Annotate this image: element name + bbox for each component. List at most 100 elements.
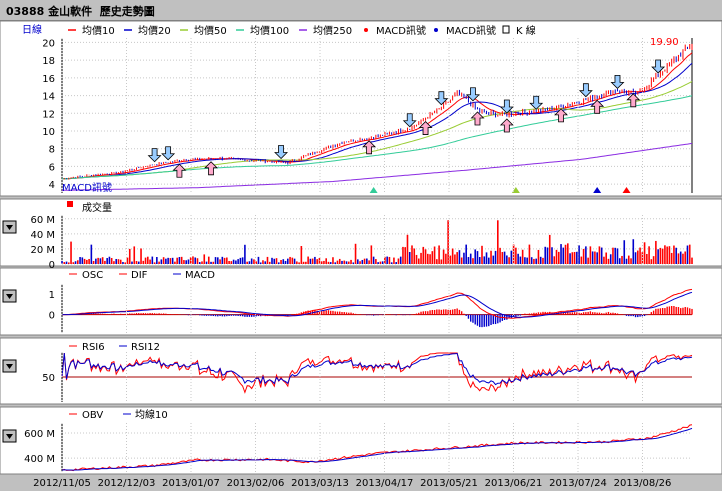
volume-bar bbox=[537, 249, 540, 264]
volume-bar bbox=[569, 253, 571, 264]
volume-bar bbox=[675, 247, 677, 264]
volume-bar bbox=[122, 261, 124, 264]
volume-bar bbox=[646, 253, 648, 264]
volume-bar bbox=[293, 258, 296, 264]
chevron-down-icon bbox=[6, 225, 13, 230]
volume-legend-label: 成交量 bbox=[82, 201, 112, 214]
volume-bar bbox=[296, 261, 298, 264]
volume-bar bbox=[275, 258, 278, 264]
volume-bar bbox=[657, 249, 659, 264]
volume-bar bbox=[287, 258, 289, 264]
dif-legend-label: DIF bbox=[131, 270, 148, 281]
ma-cross-triangle bbox=[593, 187, 602, 193]
volume-bar bbox=[257, 256, 260, 264]
volume-bar bbox=[478, 257, 481, 264]
volume-bar bbox=[447, 220, 449, 264]
volume-bar bbox=[508, 257, 510, 264]
volume-bar bbox=[652, 256, 655, 264]
volume-bar bbox=[661, 248, 664, 264]
volume-bar bbox=[526, 257, 528, 264]
volume-bar bbox=[417, 258, 420, 264]
macd-buy-arrow bbox=[362, 140, 377, 155]
volume-bar bbox=[641, 252, 644, 264]
page-title: 歷史走勢圖 bbox=[99, 5, 155, 18]
chevron-down-icon bbox=[6, 434, 13, 439]
volume-bar bbox=[627, 255, 630, 264]
volume-bar bbox=[277, 262, 280, 264]
volume-bar bbox=[436, 259, 438, 264]
volume-bar bbox=[415, 254, 418, 264]
chevron-down-icon bbox=[6, 364, 13, 369]
volume-bar bbox=[248, 261, 251, 264]
macd-sell-arrow bbox=[651, 59, 666, 74]
volume-bar bbox=[467, 257, 470, 264]
volume-bar bbox=[625, 258, 628, 264]
x-tick-label: 2013/04/17 bbox=[356, 478, 414, 489]
macd-panel bbox=[0, 267, 722, 336]
volume-bar bbox=[92, 261, 95, 264]
volume-bar bbox=[422, 246, 425, 264]
volume-bar bbox=[230, 261, 233, 264]
volume-bar bbox=[503, 251, 506, 264]
volume-bar bbox=[140, 248, 142, 264]
macd-legend-label: MACD bbox=[185, 270, 215, 281]
volume-bar bbox=[585, 246, 587, 264]
volume-bar bbox=[510, 250, 513, 264]
volume-bar bbox=[131, 261, 133, 264]
volume-bar bbox=[70, 241, 72, 264]
title-text: 03888 金山軟件 歷史走勢圖 bbox=[6, 3, 155, 19]
volume-bar bbox=[431, 251, 434, 264]
volume-bar bbox=[65, 261, 68, 264]
volume-bar bbox=[594, 251, 596, 264]
volume-bar bbox=[79, 257, 81, 264]
volume-bar bbox=[451, 248, 454, 264]
volume-bar bbox=[228, 260, 230, 264]
macd-sell-arrow bbox=[610, 75, 625, 89]
volume-bar bbox=[404, 247, 407, 264]
macd-line bbox=[62, 291, 693, 318]
volume-legend-swatch bbox=[67, 201, 73, 207]
volume-bar bbox=[334, 262, 337, 264]
volume-bar bbox=[542, 257, 544, 264]
volume-bar bbox=[440, 259, 443, 264]
volume-bar bbox=[614, 247, 617, 264]
ma100-line bbox=[61, 95, 693, 180]
volume-bar bbox=[603, 256, 605, 264]
volume-bar bbox=[557, 251, 560, 264]
obv-ma-line bbox=[61, 427, 693, 471]
volume-bar bbox=[81, 257, 84, 264]
volume-bar bbox=[456, 252, 458, 264]
rsi-tick-label: 50 bbox=[42, 373, 55, 384]
volume-bar bbox=[420, 252, 422, 264]
volume-bar bbox=[162, 257, 165, 264]
volume-bar bbox=[524, 257, 526, 264]
volume-bar bbox=[637, 250, 639, 264]
volume-bar bbox=[203, 254, 206, 264]
volume-bar bbox=[223, 257, 226, 264]
volume-bar bbox=[670, 252, 673, 264]
volume-bar bbox=[472, 258, 474, 264]
volume-bar bbox=[214, 257, 217, 264]
volume-bar bbox=[363, 258, 366, 264]
volume-bar bbox=[110, 258, 113, 264]
volume-bar bbox=[117, 259, 120, 264]
volume-bar bbox=[128, 248, 131, 264]
volume-bar bbox=[630, 258, 632, 264]
ma250-line bbox=[62, 142, 693, 191]
volume-bar bbox=[639, 247, 641, 264]
volume-bar bbox=[149, 259, 151, 264]
volume-bar bbox=[535, 258, 537, 264]
osc-legend-label: OSC bbox=[82, 270, 103, 281]
volume-bar bbox=[397, 258, 400, 264]
volume-bar bbox=[86, 259, 88, 264]
price-tick-label: 4 bbox=[49, 180, 55, 191]
volume-bar bbox=[643, 242, 646, 264]
macd-sell-arrow bbox=[274, 145, 288, 160]
volume-bar bbox=[659, 247, 662, 264]
volume-bar bbox=[67, 262, 70, 264]
volume-tick-label: 60 M bbox=[30, 215, 55, 226]
volume-bar bbox=[427, 253, 429, 264]
volume-bar bbox=[174, 261, 176, 264]
volume-bar bbox=[88, 258, 90, 264]
volume-bar bbox=[97, 257, 99, 264]
